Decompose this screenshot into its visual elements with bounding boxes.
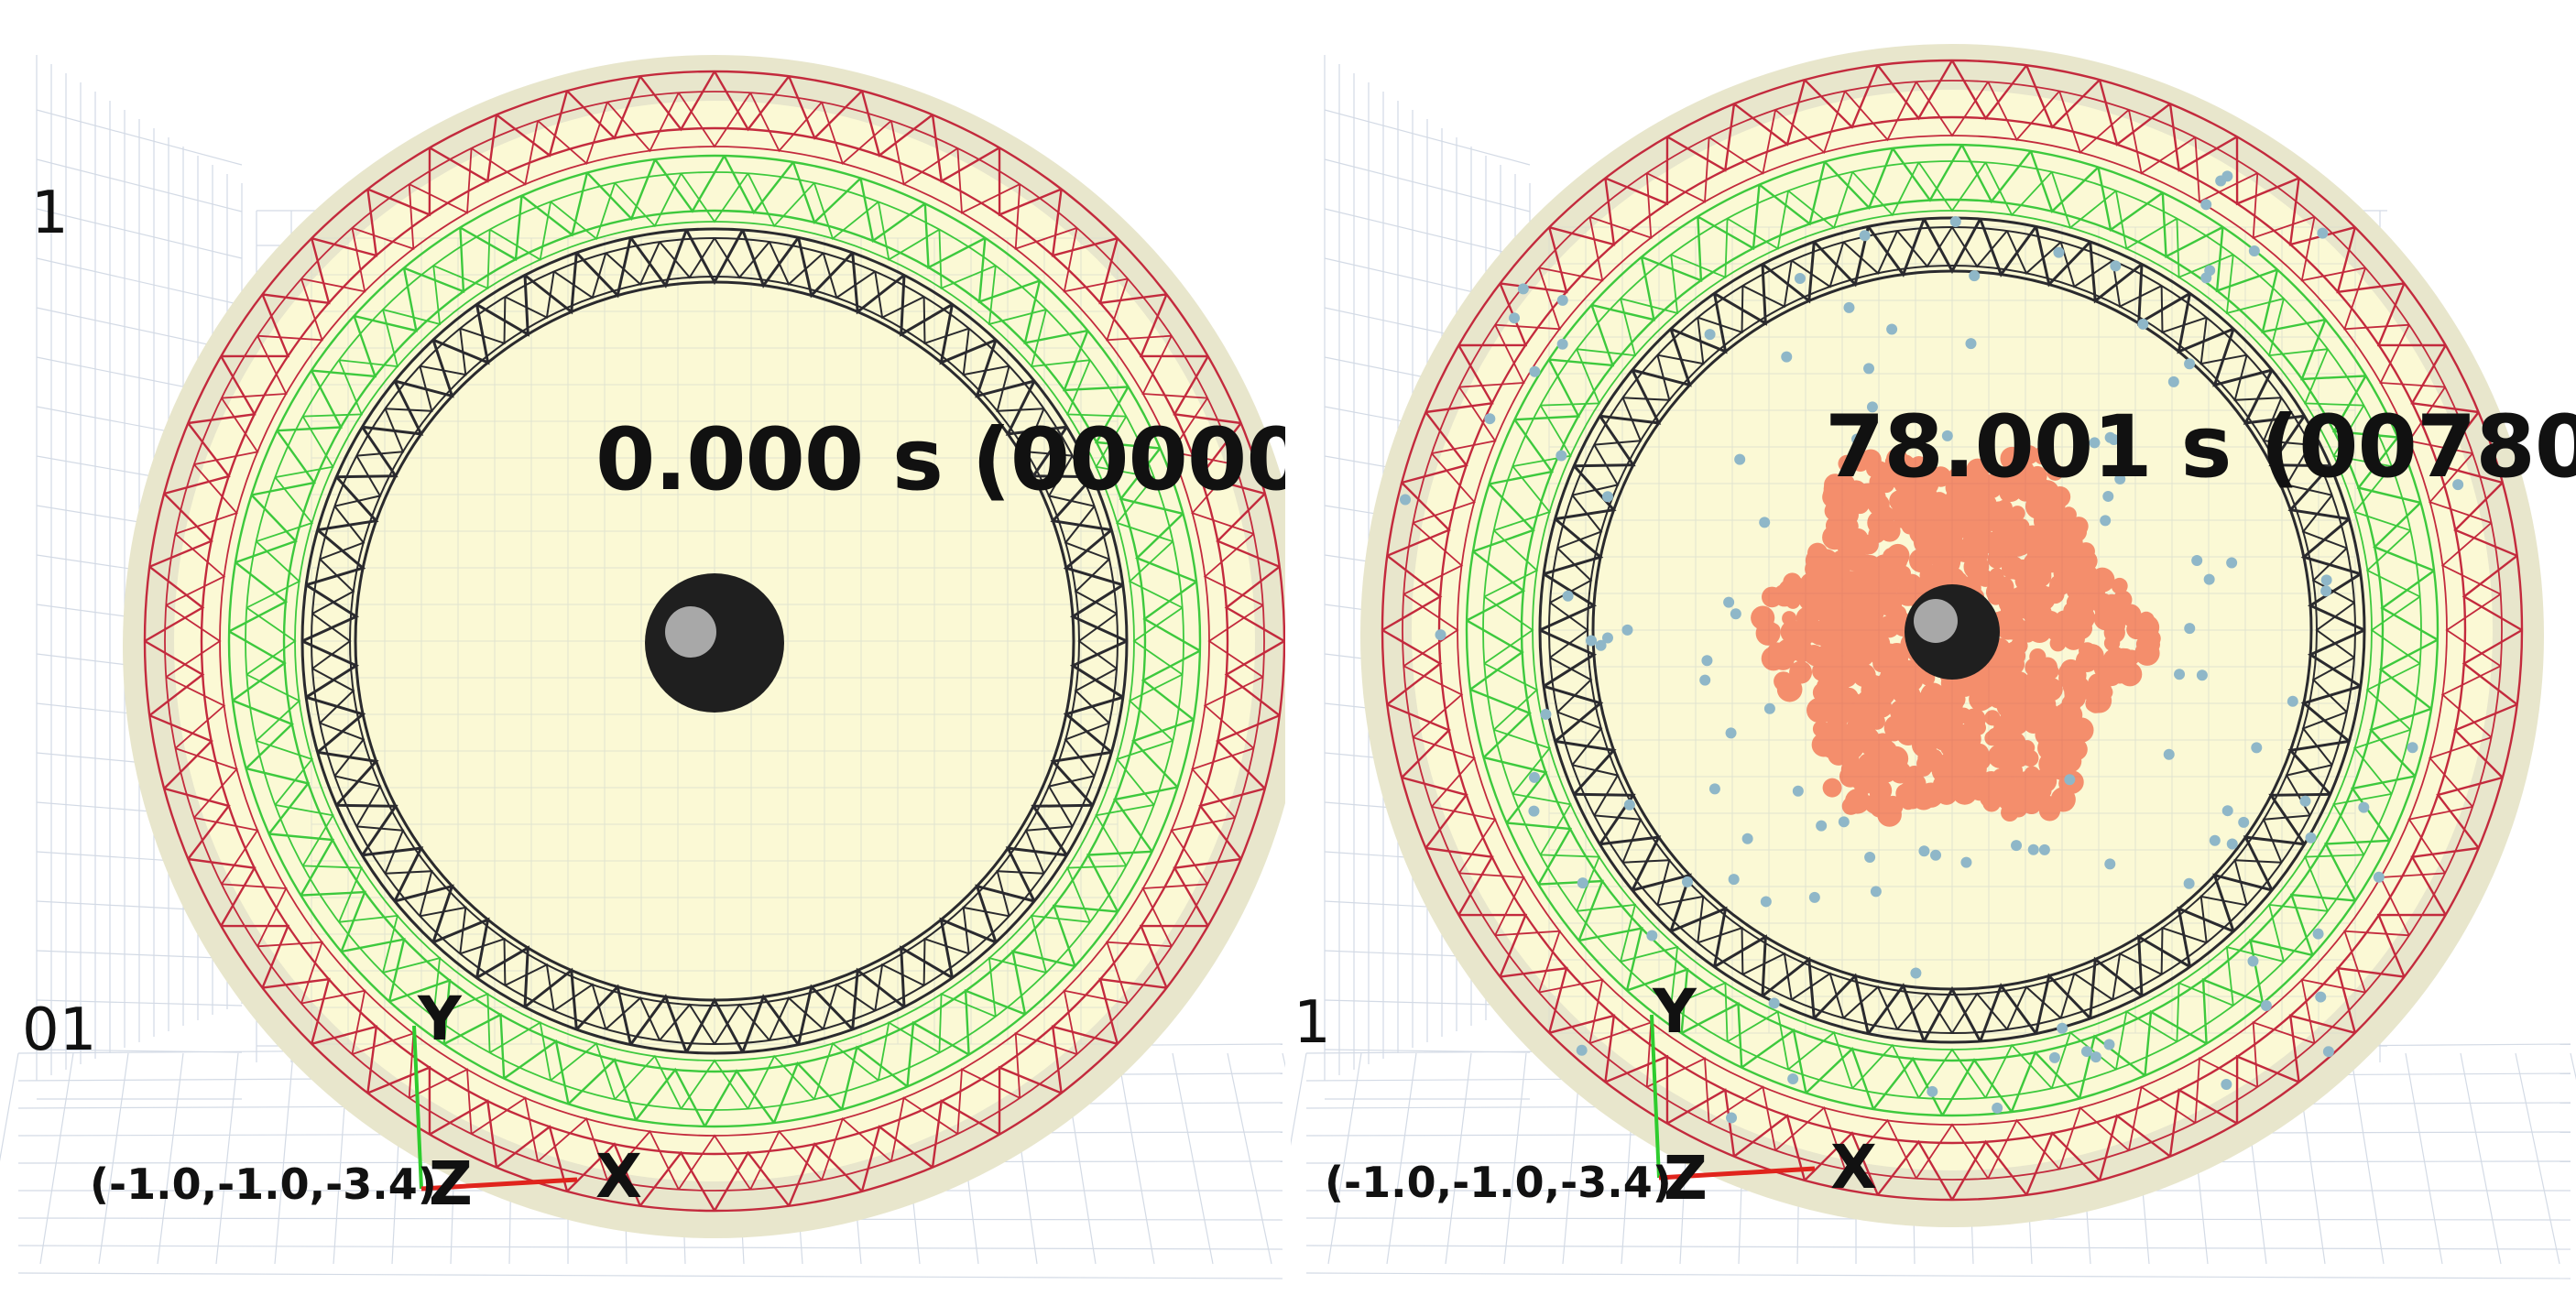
outer-truss-ring-a bbox=[143, 70, 1286, 1213]
x-axis-line bbox=[420, 1177, 578, 1192]
hub-highlight bbox=[665, 606, 716, 658]
middle-truss-ring-b bbox=[1482, 160, 2422, 1100]
simulation-view-later bbox=[1288, 44, 2576, 1279]
inner-truss-ring-b bbox=[1548, 226, 2356, 1034]
scattered-particles bbox=[1400, 170, 2464, 1124]
x-axis-label: X bbox=[595, 1141, 642, 1212]
hub bbox=[645, 573, 784, 713]
edge-tick-label-side: 1 bbox=[1293, 989, 1331, 1057]
inner-truss-ring-b bbox=[311, 237, 1119, 1045]
panel-divider bbox=[1285, 0, 1291, 1306]
edge-tick-label-side: 01 bbox=[22, 996, 97, 1064]
x-axis-label: X bbox=[1830, 1132, 1877, 1203]
inner-truss-ring-a bbox=[300, 227, 1129, 1055]
middle-truss-ring-a bbox=[227, 154, 1202, 1128]
edge-tick-label-top: 1 bbox=[31, 180, 69, 247]
y-axis-label: Y bbox=[418, 984, 462, 1054]
right-panel: 78.001 s (00780) Y X Z (-1.0,-1.0,-3.4) … bbox=[1288, 0, 2576, 1306]
y-axis-line bbox=[412, 1025, 423, 1190]
y-axis-label: Y bbox=[1653, 976, 1697, 1047]
simulation-view-start bbox=[0, 55, 1288, 1279]
origin-coordinate-label: (-1.0,-1.0,-3.4) bbox=[90, 1159, 437, 1209]
middle-truss-ring-a bbox=[1465, 143, 2440, 1117]
z-axis-label: Z bbox=[1664, 1143, 1708, 1213]
left-panel: 0.000 s (00000) Y X Z (-1.0,-1.0,-3.4) 1… bbox=[0, 55, 1288, 1279]
z-axis-label: Z bbox=[429, 1148, 473, 1219]
time-label: 78.001 s (00780) bbox=[1825, 397, 2576, 497]
outer-truss-ring-b bbox=[164, 91, 1265, 1192]
inner-truss-ring-a bbox=[1538, 216, 2366, 1044]
outer-truss-ring-a bbox=[1381, 59, 2524, 1202]
y-axis-line bbox=[1650, 1014, 1661, 1179]
time-label: 0.000 s (00000) bbox=[595, 410, 1288, 510]
middle-truss-ring-b bbox=[245, 171, 1184, 1111]
x-axis-line bbox=[1658, 1166, 1816, 1181]
hub-highlight bbox=[1914, 599, 1958, 643]
origin-coordinate-label: (-1.0,-1.0,-3.4) bbox=[1325, 1158, 1672, 1207]
particle-cloud bbox=[1751, 445, 2161, 827]
